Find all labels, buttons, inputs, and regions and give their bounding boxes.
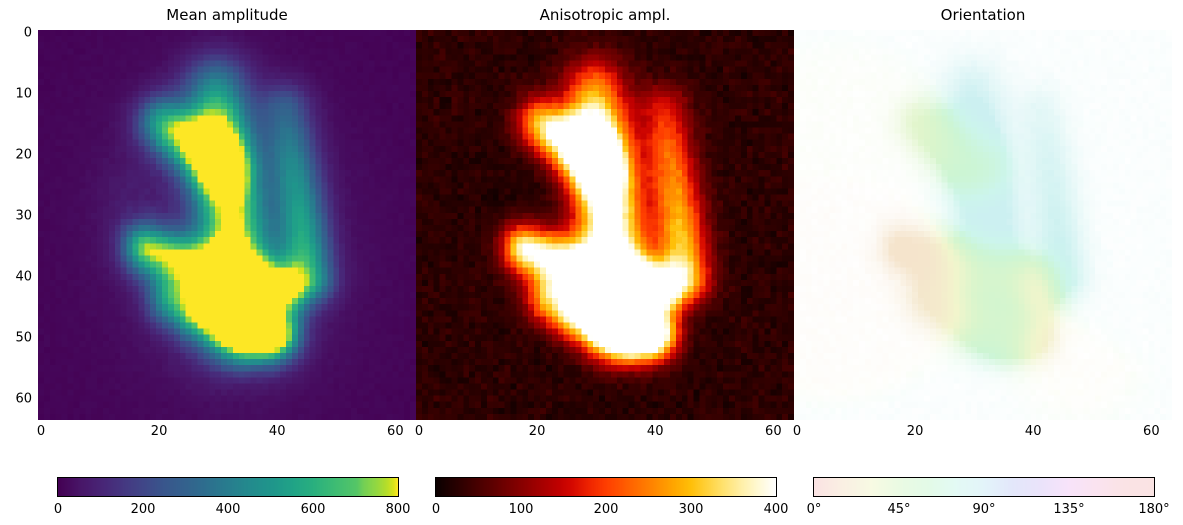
colorbar-tick: 135°	[1053, 496, 1084, 517]
colorbar-gradient-mean	[58, 478, 398, 496]
xtick-label: 60	[1143, 420, 1160, 439]
xtick-label: 20	[529, 420, 546, 439]
heatmap-orient	[794, 30, 1172, 420]
colorbar-tick: 180°	[1138, 496, 1169, 517]
ytick-label: 40	[15, 269, 38, 284]
colorbar-gradient-orient	[814, 478, 1154, 496]
xtick-label: 40	[269, 420, 286, 439]
ytick-label: 50	[15, 330, 38, 345]
colorbar-tick: 90°	[972, 496, 995, 517]
subplot-orient: Orientation0204060	[794, 30, 1172, 420]
title-aniso: Anisotropic ampl.	[416, 6, 794, 24]
figure: Mean amplitude01020304050600204060020040…	[0, 0, 1183, 525]
title-mean: Mean amplitude	[38, 6, 416, 24]
subplot-aniso: Anisotropic ampl.0204060	[416, 30, 794, 420]
ytick-label: 0	[24, 26, 38, 41]
colorbar-tick: 800	[386, 496, 411, 517]
colorbar-tick: 200	[594, 496, 619, 517]
colorbar-aniso: 0100200300400	[436, 478, 776, 496]
ytick-label: 60	[15, 391, 38, 406]
title-orient: Orientation	[794, 6, 1172, 24]
xtick-label: 0	[415, 420, 423, 439]
colorbar-tick: 100	[509, 496, 534, 517]
subplot-mean: Mean amplitude01020304050600204060	[38, 30, 416, 420]
ytick-label: 30	[15, 208, 38, 223]
colorbar-tick: 300	[679, 496, 704, 517]
xtick-label: 40	[647, 420, 664, 439]
colorbar-mean: 0200400600800	[58, 478, 398, 496]
colorbar-tick: 45°	[887, 496, 910, 517]
xtick-label: 0	[793, 420, 801, 439]
heatmap-aniso	[416, 30, 794, 420]
xtick-label: 60	[765, 420, 782, 439]
colorbar-orient: 0°45°90°135°180°	[814, 478, 1154, 496]
colorbar-tick: 0	[54, 496, 62, 517]
xtick-label: 20	[907, 420, 924, 439]
xtick-label: 20	[151, 420, 168, 439]
colorbar-tick: 400	[764, 496, 789, 517]
colorbar-tick: 400	[216, 496, 241, 517]
heatmap-mean	[38, 30, 416, 420]
ytick-label: 10	[15, 86, 38, 101]
colorbar-tick: 600	[301, 496, 326, 517]
colorbar-tick: 0°	[807, 496, 822, 517]
colorbar-tick: 200	[131, 496, 156, 517]
xtick-label: 40	[1025, 420, 1042, 439]
xtick-label: 0	[37, 420, 45, 439]
xtick-label: 60	[387, 420, 404, 439]
colorbar-gradient-aniso	[436, 478, 776, 496]
colorbar-tick: 0	[432, 496, 440, 517]
ytick-label: 20	[15, 147, 38, 162]
